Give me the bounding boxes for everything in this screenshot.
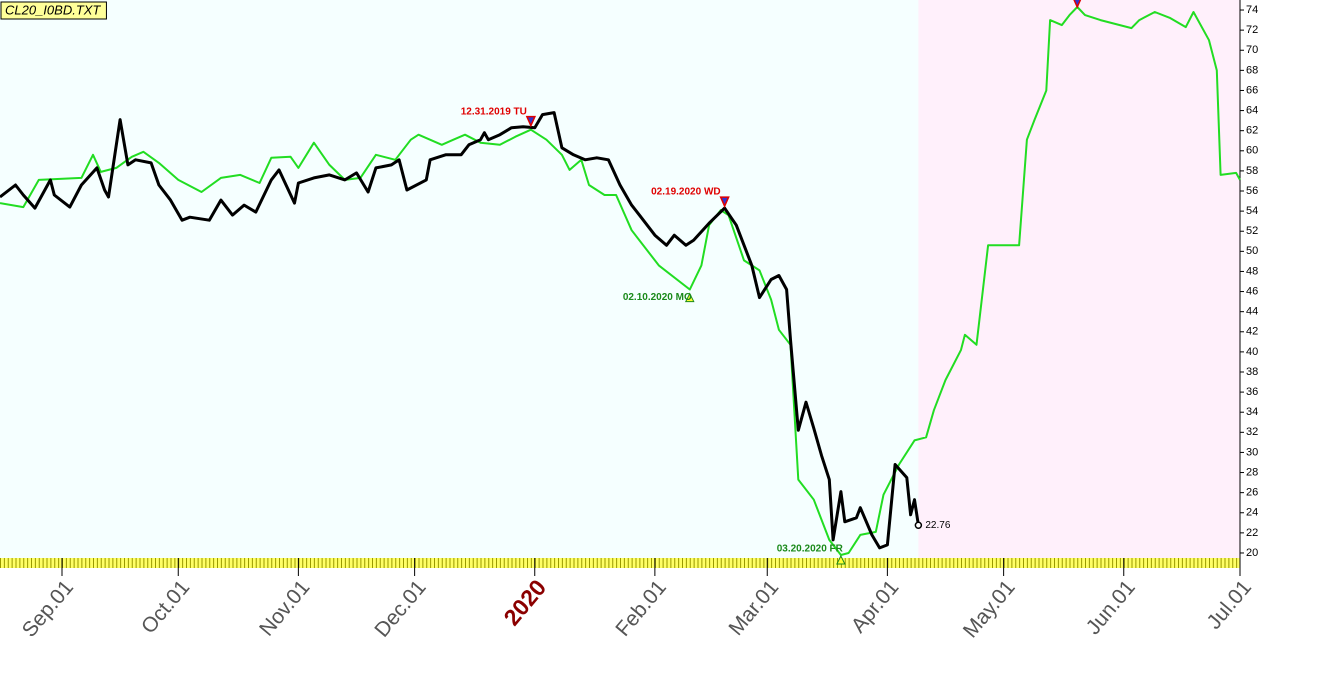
y-tick-label: 34 <box>1246 406 1258 418</box>
y-tick-label: 74 <box>1246 4 1258 16</box>
last-value-label: 22.76 <box>925 520 950 531</box>
last-value-marker <box>914 521 923 529</box>
y-tick-label: 32 <box>1246 426 1258 438</box>
y-tick-label: 70 <box>1246 44 1258 56</box>
y-tick-label: 40 <box>1246 346 1258 358</box>
y-tick-label: 42 <box>1246 326 1258 338</box>
high-marker <box>1073 0 1082 9</box>
x-tick-label: May.01 <box>959 576 1020 642</box>
x-tick-label: Apr.01 <box>847 576 904 637</box>
x-tick-label: Jun.01 <box>1082 576 1140 639</box>
y-tick-label: 62 <box>1246 125 1258 137</box>
annotation-label: 12.31.2019 TU <box>461 106 527 117</box>
y-tick-label: 64 <box>1246 104 1258 116</box>
y-tick-label: 66 <box>1246 84 1258 96</box>
annotation-label: 02.10.2020 MO <box>623 292 692 303</box>
chart-title: CL20_I0BD.TXT <box>5 2 101 17</box>
y-tick-label: 38 <box>1246 366 1258 378</box>
x-tick-label: 2020 <box>498 574 551 630</box>
low-marker <box>836 554 846 565</box>
x-tick-label: Mar.01 <box>724 576 783 640</box>
y-tick-label: 46 <box>1246 285 1258 297</box>
y-tick-label: 36 <box>1246 386 1258 398</box>
y-tick-label: 24 <box>1246 507 1258 519</box>
low-marker <box>684 292 695 303</box>
y-tick-label: 52 <box>1246 225 1258 237</box>
x-tick-label: Oct.01 <box>137 576 194 638</box>
y-tick-label: 58 <box>1246 165 1258 177</box>
y-tick-label: 50 <box>1246 245 1258 257</box>
y-tick-label: 54 <box>1246 205 1258 217</box>
y-tick-label: 48 <box>1246 265 1258 277</box>
y-tick-label: 68 <box>1246 64 1258 76</box>
x-tick-label: Feb.01 <box>611 576 671 641</box>
high-marker <box>719 196 730 208</box>
y-tick-label: 20 <box>1246 547 1258 559</box>
x-tick-label: Dec.01 <box>370 576 430 642</box>
y-tick-label: 26 <box>1246 487 1258 499</box>
y-tick-label: 22 <box>1246 527 1258 539</box>
series-line <box>0 111 920 550</box>
x-tick-label: Jul.01 <box>1202 576 1256 634</box>
y-tick-label: 30 <box>1246 446 1258 458</box>
y-tick-label: 44 <box>1246 306 1258 318</box>
annotation-label: 02.19.2020 WD <box>651 187 721 198</box>
title-box <box>0 1 107 20</box>
y-tick-label: 28 <box>1246 466 1258 478</box>
y-tick-label: 56 <box>1246 185 1258 197</box>
high-marker <box>525 115 537 128</box>
annotation-label: 03.20.2020 FR <box>777 544 844 555</box>
y-tick-label: 72 <box>1246 24 1258 36</box>
x-tick-label: Nov.01 <box>255 576 314 641</box>
x-tick-label: Sep.01 <box>18 576 78 642</box>
highlight-region <box>918 0 1240 558</box>
y-tick-label: 60 <box>1246 145 1258 157</box>
